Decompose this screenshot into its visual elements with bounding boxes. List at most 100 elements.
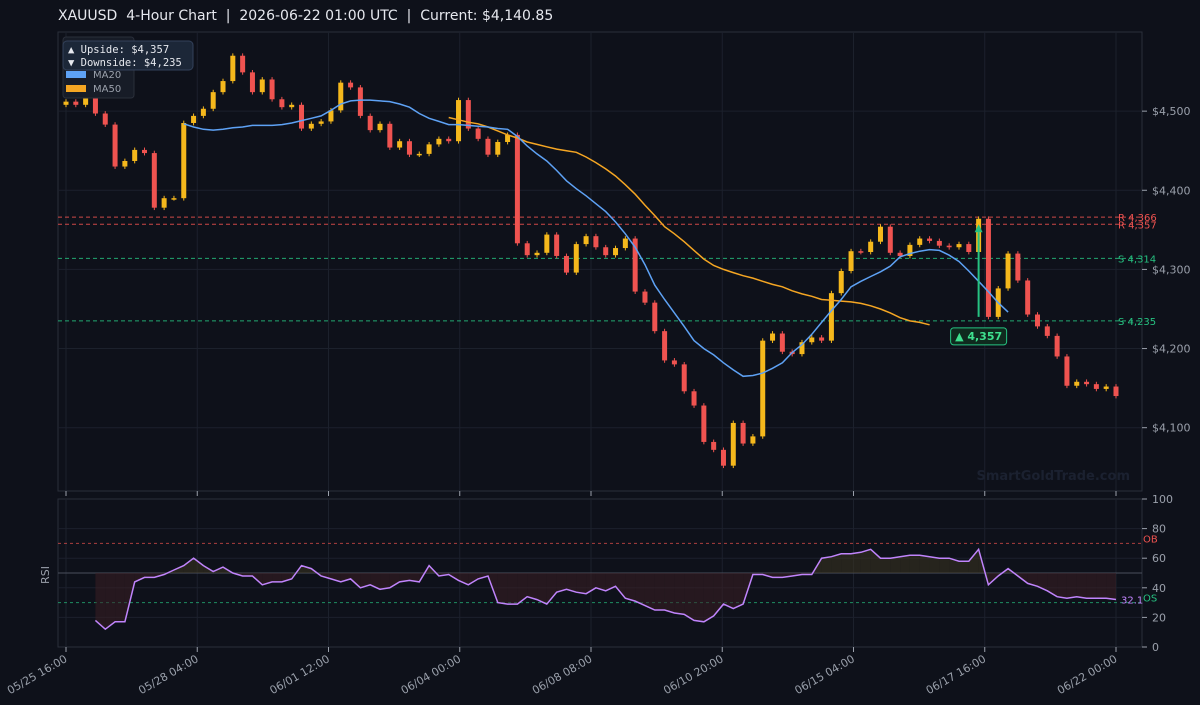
rsi-fill (537, 573, 547, 605)
rsi-y-tick-label: 60 (1152, 552, 1166, 565)
rsi-fill (242, 573, 253, 576)
watermark: SmartGoldTrade.com (976, 469, 1130, 484)
rsi-fill (576, 573, 587, 594)
candle (367, 115, 373, 131)
candle (416, 153, 422, 156)
candle (534, 252, 540, 256)
candle (809, 337, 815, 343)
candle (83, 95, 89, 105)
rsi-fill (684, 573, 695, 621)
candle (465, 100, 471, 129)
rsi-fill (193, 558, 204, 573)
legend-swatch-ma50 (66, 85, 86, 92)
candle (191, 115, 197, 124)
legend-label-ma50: MA50 (93, 84, 121, 95)
candle (73, 101, 79, 105)
candle (554, 234, 560, 256)
rsi-fill (958, 561, 969, 573)
rsi-axis-label: RSI (39, 566, 52, 584)
candle (485, 138, 491, 155)
rsi-fill (968, 549, 979, 573)
rsi-fill (929, 556, 940, 573)
rsi-fill (399, 573, 410, 582)
resistance-label: R 4,366 (1118, 213, 1157, 224)
candle (200, 108, 206, 116)
candle (161, 198, 167, 208)
y-tick-label: $4,300 (1152, 263, 1191, 276)
candle (868, 241, 874, 253)
candle (593, 236, 599, 248)
candle (711, 441, 717, 450)
candle (730, 422, 736, 466)
candle (1064, 356, 1070, 386)
rsi-fill (900, 555, 910, 573)
rsi-fill (350, 573, 361, 588)
candle (63, 101, 69, 105)
candle (848, 251, 854, 271)
candle (956, 244, 962, 248)
rsi-fill (821, 556, 832, 573)
candle (181, 123, 187, 199)
rsi-fill (831, 553, 842, 573)
candle (436, 138, 442, 145)
candle (691, 391, 697, 406)
candle (122, 160, 128, 167)
ma50-line (448, 116, 930, 326)
candle (289, 104, 295, 108)
candle (946, 245, 952, 248)
x-tick-label: 06/15 04:00 (793, 652, 857, 697)
rsi-fill (1047, 573, 1058, 597)
candle (573, 244, 579, 273)
rsi-fill (625, 573, 636, 602)
candle (456, 100, 462, 142)
rsi-fill (674, 573, 685, 615)
rsi-y-tick-label: 0 (1152, 641, 1159, 654)
rsi-fill (497, 573, 508, 605)
candle (279, 99, 285, 108)
rsi-overbought-label: OB (1143, 534, 1158, 545)
resistance-label: R 4,357 (1118, 220, 1157, 231)
support-label: S 4,314 (1118, 254, 1156, 265)
candle (318, 121, 324, 124)
rsi-fill (1037, 573, 1048, 591)
candle (642, 291, 648, 303)
rsi-fill (1076, 573, 1087, 599)
target-badge (950, 327, 1008, 346)
candle (858, 251, 864, 253)
legend-label-ma20: MA20 (93, 70, 121, 81)
rsi-fill (507, 573, 518, 605)
rsi-y-tick-label: 20 (1152, 611, 1166, 624)
candle (662, 331, 668, 361)
candle (1005, 253, 1011, 289)
rsi-fill (389, 573, 400, 588)
candle (1093, 384, 1099, 389)
rsi-fill (409, 573, 420, 582)
y-tick-label: $4,500 (1152, 105, 1191, 118)
rsi-fill (115, 573, 125, 622)
candle (151, 153, 157, 208)
rsi-fill (134, 573, 145, 582)
candle (760, 340, 766, 437)
rsi-fill (694, 573, 704, 622)
candle (142, 149, 148, 154)
candle (819, 337, 825, 341)
candle (406, 141, 412, 155)
candle (770, 333, 776, 341)
rsi-fill (860, 549, 871, 573)
rsi-fill (1096, 573, 1107, 599)
candle (652, 302, 658, 332)
candle (1103, 386, 1109, 389)
candle (210, 92, 216, 109)
candle (328, 110, 334, 122)
rsi-fill (183, 558, 194, 573)
rsi-fill (723, 573, 734, 609)
rsi-y-tick-label: 40 (1152, 582, 1166, 595)
candle (171, 198, 177, 200)
candle (112, 124, 118, 167)
rsi-fill (772, 573, 783, 578)
rsi-fill (340, 573, 351, 582)
rsi-fill (605, 573, 616, 591)
candle (240, 55, 246, 73)
candle (966, 244, 972, 253)
rsi-fill (272, 573, 282, 582)
